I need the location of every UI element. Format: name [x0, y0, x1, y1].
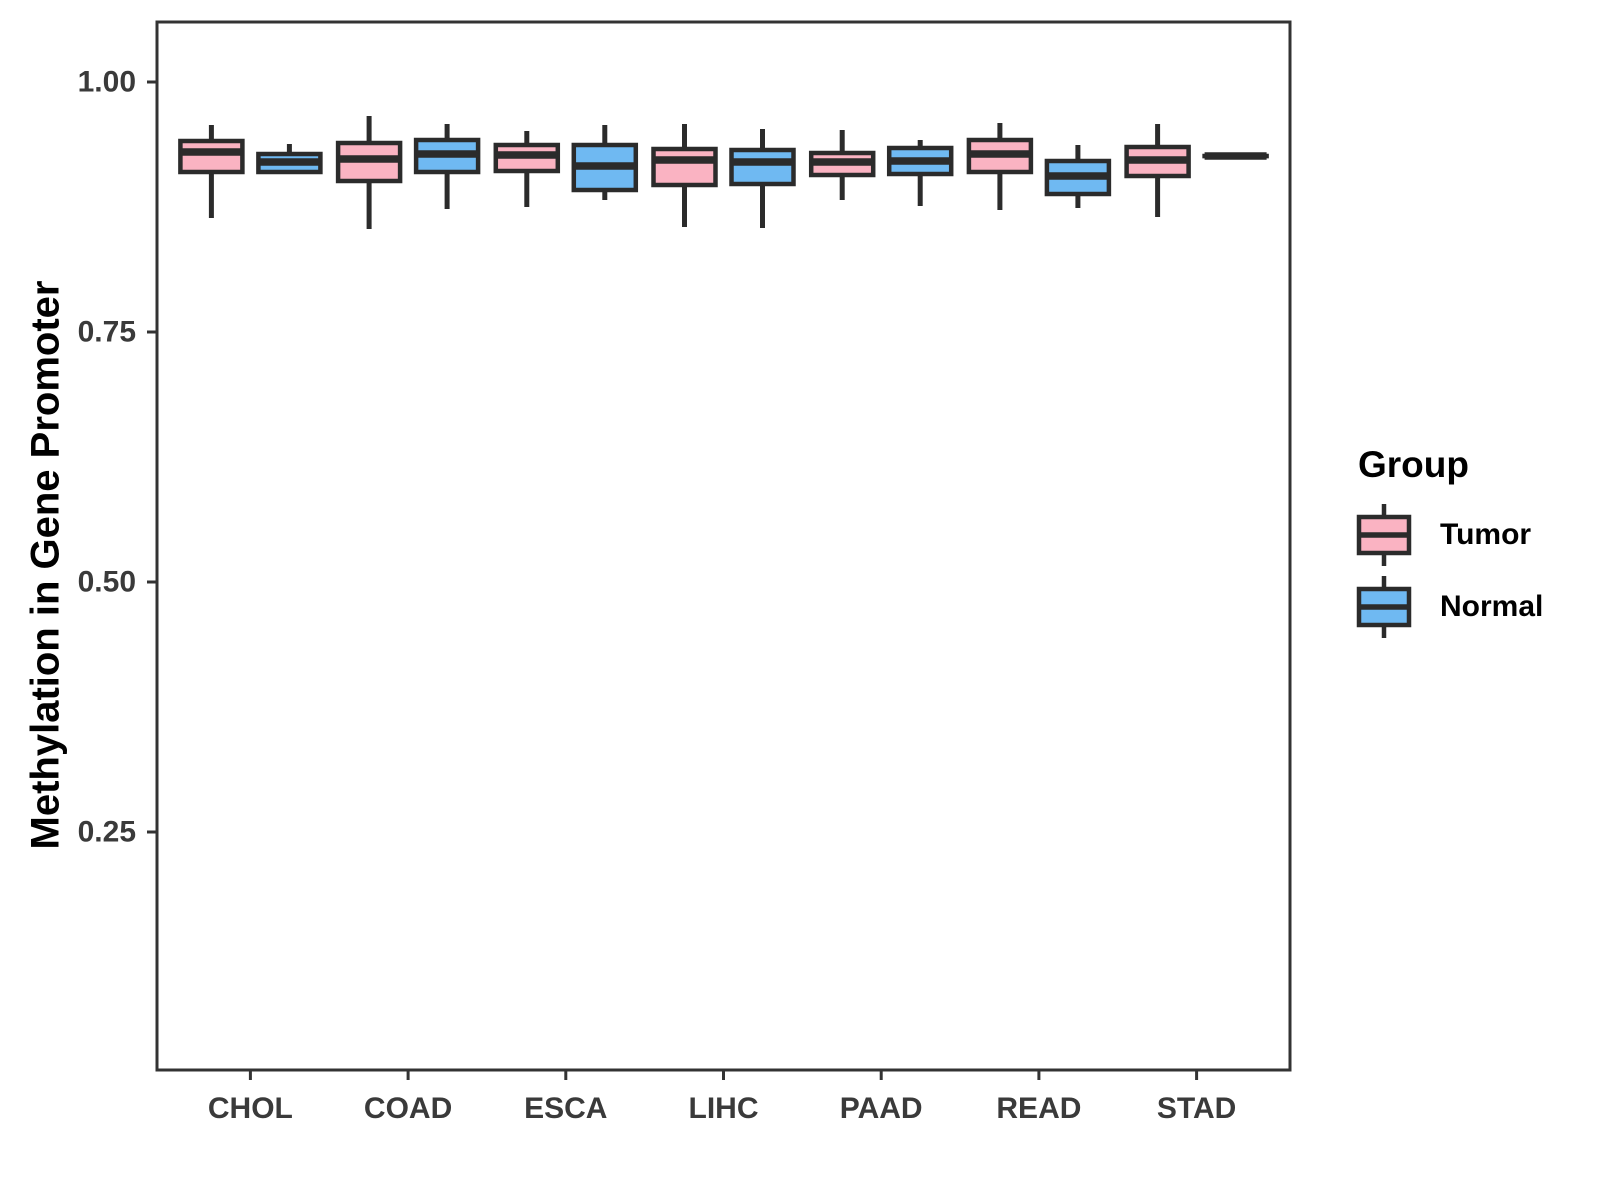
boxplot-normal-CHOL: [256, 144, 323, 175]
boxplot-tumor-LIHC: [651, 124, 718, 227]
boxplot-tumor-COAD: [335, 116, 403, 229]
boxplot-tumor-PAAD: [808, 130, 876, 200]
legend-key-boxplot-icon: [1356, 576, 1412, 638]
y-tick-label: 0.75: [78, 316, 136, 349]
iqr-box: [651, 146, 718, 188]
iqr-box: [178, 138, 245, 175]
boxplot-tumor-CHOL: [178, 125, 245, 218]
boxplot-normal-COAD: [413, 124, 481, 209]
legend-entries: Tumor Normal: [1356, 502, 1543, 640]
boxplot-normal-READ: [1044, 145, 1112, 208]
boxplot-tumor-ESCA: [493, 131, 561, 207]
y-tick-label: 0.50: [78, 566, 136, 599]
y-axis-title: Methylation in Gene Promoter: [23, 280, 68, 850]
x-tick-label: ESCA: [524, 1092, 607, 1125]
y-tick-label: 1.00: [78, 66, 136, 99]
legend-entry-normal: Normal: [1356, 574, 1543, 640]
legend: Group Tumor Normal: [1356, 444, 1543, 640]
x-tick-label: LIHC: [689, 1092, 759, 1125]
legend-key-boxplot-icon: [1356, 504, 1412, 566]
x-tick-label: PAAD: [840, 1092, 923, 1125]
boxplot-normal-ESCA: [571, 125, 639, 200]
legend-entry-tumor: Tumor: [1356, 502, 1543, 568]
x-tick-label: READ: [996, 1092, 1081, 1125]
boxplot-tumor-READ: [966, 123, 1034, 210]
legend-title: Group: [1358, 444, 1469, 485]
x-tick-label: CHOL: [208, 1092, 293, 1125]
boxplot-tumor-STAD: [1124, 124, 1191, 217]
legend-label: Tumor: [1440, 518, 1532, 551]
x-tick-label: STAD: [1157, 1092, 1236, 1125]
iqr-box: [729, 147, 796, 187]
legend-label: Normal: [1440, 590, 1544, 623]
boxplot-normal-LIHC: [729, 129, 796, 228]
boxplot-normal-PAAD: [886, 140, 954, 206]
y-tick-label: 0.25: [78, 816, 136, 849]
panel-border: [155, 20, 1292, 1072]
x-tick-label: COAD: [364, 1092, 452, 1125]
